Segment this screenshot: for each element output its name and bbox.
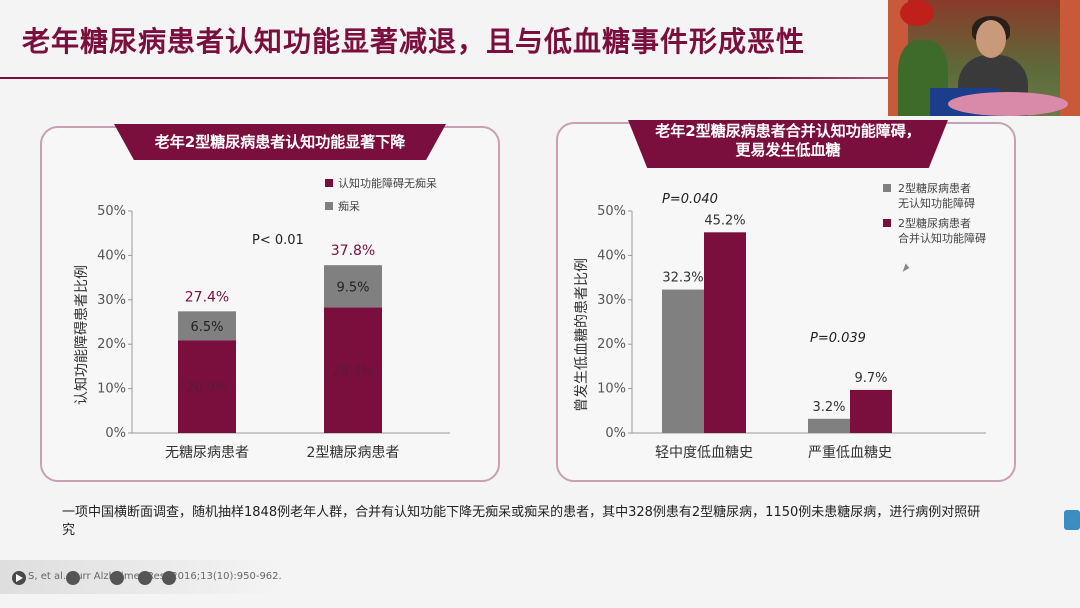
bar-value-label: 9.7%: [854, 371, 887, 386]
bar: [808, 418, 850, 433]
p-value-severe-hypo: P=0.039: [810, 331, 866, 346]
right-y-tick-label: 40%: [597, 248, 626, 263]
legend-swatch-no-ci: [883, 184, 891, 192]
legend-label-with-ci-line-1: 2型糖尿病患者: [898, 216, 971, 230]
p-value-annotation: P< 0.01: [252, 233, 304, 248]
left-y-tick-label: 30%: [97, 293, 126, 308]
flowers-decoration: [948, 92, 1068, 116]
bar-value-label: 28.3%: [332, 364, 373, 379]
legend-swatch-dementia: [325, 202, 333, 210]
right-y-tick-label: 20%: [597, 337, 626, 352]
bar-segment: [178, 340, 236, 433]
bar-segment: [324, 265, 382, 308]
right-bar-chart: 0% 10% 20% 30% 40% 50% 32.3% 45.2% 轻中度低血糖史 3.2% 9…: [574, 181, 986, 461]
bar-value-label: 3.2%: [812, 400, 845, 415]
bar-value-label: 9.5%: [336, 280, 369, 295]
study-footnote: 一项中国横断面调查，随机抽样1848例老年人群，合并有认知功能下降无痴呆或痴呆的…: [62, 505, 981, 538]
speaker-video: [888, 0, 1080, 116]
left-y-tick-label: 20%: [97, 337, 126, 352]
left-y-tick-label: 40%: [97, 248, 126, 263]
left-y-tick-label: 0%: [105, 426, 126, 441]
right-y-tick-label: 10%: [597, 382, 626, 397]
lantern-decoration: [900, 0, 934, 26]
x-category-label: 严重低血糖史: [808, 445, 892, 461]
left-bar-chart: 0% 10% 20% 30% 40% 50% 20.9% 6.5% 27.4% 无糖尿病患者 28…: [73, 176, 450, 461]
slide-title: 老年糖尿病患者认知功能显著减退，且与低血糖事件形成恶性: [22, 25, 806, 58]
curtain-right: [1060, 0, 1080, 116]
bar: [704, 232, 746, 433]
p-value-mild-hypo: P=0.040: [662, 192, 718, 207]
x-category-label: 无糖尿病患者: [165, 445, 249, 461]
legend-label-with-ci-line-2: 合并认知功能障碍: [898, 231, 986, 245]
bar-total-label: 27.4%: [185, 289, 229, 305]
legend-label-mci: 认知功能障碍无痴呆: [338, 176, 437, 190]
left-y-tick-label: 10%: [97, 382, 126, 397]
legend-label-dementia: 痴呆: [338, 199, 360, 213]
legend-swatch-with-ci: [883, 219, 891, 227]
bar: [850, 389, 892, 433]
y-axis-label: 曾发生低血糖的患者比例: [574, 258, 590, 412]
x-category-label: 轻中度低血糖史: [655, 445, 753, 461]
legend-swatch-mci: [325, 179, 333, 187]
reference-citation: S, et al. Curr Alzheimer Res. 2016;13(10…: [28, 571, 282, 582]
side-panel-icon[interactable]: [1064, 510, 1080, 530]
bar: [662, 289, 704, 433]
bar-value-label: 45.2%: [704, 213, 745, 228]
legend-label-no-ci-line-1: 2型糖尿病患者: [898, 181, 971, 195]
volume-button[interactable]: [138, 571, 152, 585]
bar-segment: [178, 311, 236, 341]
settings-button[interactable]: [162, 571, 176, 585]
left-chart-panel: [40, 126, 500, 482]
play-button[interactable]: [12, 571, 26, 585]
speaker-head: [976, 20, 1006, 58]
bar-total-label: 37.8%: [331, 243, 375, 259]
x-category-label: 2型糖尿病患者: [307, 445, 400, 461]
bar-value-label: 6.5%: [190, 320, 223, 335]
right-y-tick-label: 30%: [597, 293, 626, 308]
forward-button[interactable]: [110, 571, 124, 585]
bar-value-label: 20.9%: [186, 381, 227, 396]
right-chart-title-line-2: 更易发生低血糖: [735, 141, 841, 159]
y-axis-label: 认知功能障碍患者比例: [73, 265, 90, 405]
bar-value-label: 32.3%: [662, 271, 703, 286]
right-chart-panel: [556, 122, 1016, 482]
right-y-tick-label: 0%: [605, 426, 626, 441]
legend-label-no-ci-line-2: 无认知功能障碍: [898, 196, 975, 210]
title-divider: [0, 77, 1080, 79]
left-chart-title: 老年2型糖尿病患者认知功能显著下降: [114, 124, 446, 160]
right-chart-title-line-1: 老年2型糖尿病患者合并认知功能障碍，: [655, 122, 921, 140]
rewind-button[interactable]: [66, 571, 80, 585]
bar-segment: [324, 307, 382, 433]
left-y-tick-label: 50%: [97, 204, 126, 219]
right-chart-title: 老年2型糖尿病患者合并认知功能障碍， 更易发生低血糖: [628, 120, 948, 168]
right-y-tick-label: 50%: [597, 204, 626, 219]
